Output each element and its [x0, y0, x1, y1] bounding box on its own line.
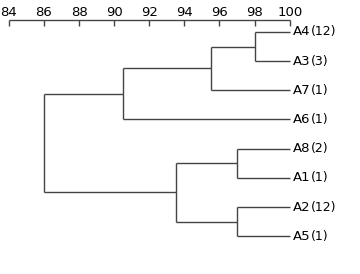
Text: 100: 100 [277, 6, 302, 19]
Text: A7: A7 [293, 84, 310, 97]
Text: 84: 84 [0, 6, 17, 19]
Text: (1): (1) [311, 171, 329, 184]
Text: (3): (3) [311, 55, 329, 68]
Text: A6: A6 [293, 113, 310, 126]
Text: 96: 96 [211, 6, 228, 19]
Text: (12): (12) [311, 201, 337, 213]
Text: (1): (1) [311, 113, 329, 126]
Text: 86: 86 [36, 6, 52, 19]
Text: 90: 90 [106, 6, 122, 19]
Text: (1): (1) [311, 230, 329, 243]
Text: 92: 92 [141, 6, 158, 19]
Text: 88: 88 [71, 6, 87, 19]
Text: A3: A3 [293, 55, 310, 68]
Text: 94: 94 [176, 6, 193, 19]
Text: (12): (12) [311, 25, 337, 38]
Text: A5: A5 [293, 230, 310, 243]
Text: A1: A1 [293, 171, 310, 184]
Text: A4: A4 [293, 25, 310, 38]
Text: A2: A2 [293, 201, 310, 213]
Text: A8: A8 [293, 142, 310, 155]
Text: (2): (2) [311, 142, 329, 155]
Text: (1): (1) [311, 84, 329, 97]
Text: 98: 98 [246, 6, 263, 19]
